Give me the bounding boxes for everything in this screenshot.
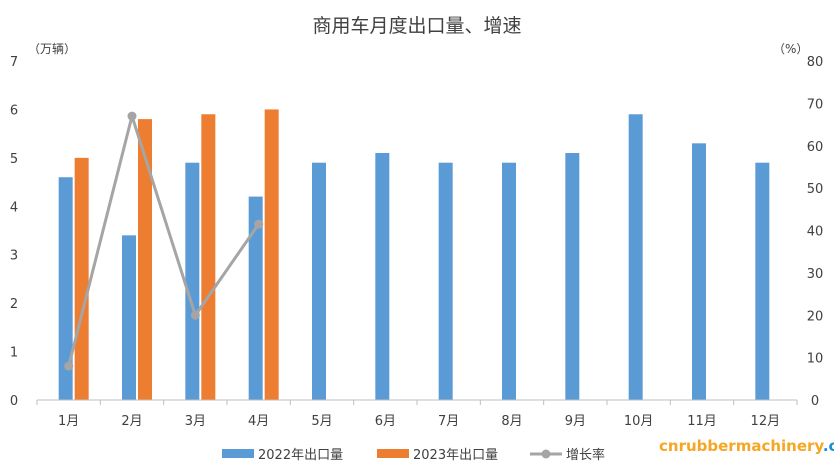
- growth-rate-line: [67, 114, 260, 367]
- x-axis-tick-label: 2月: [121, 414, 142, 429]
- right-axis-tick-label: 0: [811, 394, 819, 409]
- bar-2022: [502, 162, 516, 400]
- x-axis-tick-label: 10月: [624, 414, 654, 429]
- bar-2022: [755, 162, 770, 400]
- right-axis-tick-label: 50: [807, 182, 824, 197]
- bar-2022: [312, 162, 326, 400]
- bar-2022: [185, 162, 200, 400]
- legend-swatch: [377, 449, 409, 458]
- bar-2023: [264, 109, 279, 400]
- legend: 2022年出口量 2023年出口量 增长率: [222, 447, 605, 463]
- right-axis-tick-label: 60: [807, 140, 824, 155]
- right-axis-ticks: 0 10 20 30 40 50 60 70 80: [807, 55, 824, 409]
- growth-rate-point: [64, 361, 74, 371]
- x-axis-tick-label: 1月: [58, 414, 79, 429]
- left-axis-tick-label: 7: [10, 55, 18, 70]
- left-axis-tick-label: 0: [10, 394, 18, 409]
- x-axis-tick-label: 3月: [185, 414, 206, 429]
- right-axis-tick-label: 30: [807, 267, 824, 282]
- bar-2022: [692, 143, 706, 401]
- bars-group: [58, 109, 770, 401]
- legend-label: 2023年出口量: [413, 448, 498, 463]
- bar-2022: [628, 114, 643, 401]
- bar-2023: [74, 157, 89, 400]
- bar-2023: [138, 119, 152, 400]
- x-axis-tick-label: 5月: [311, 414, 332, 429]
- right-axis-unit: （%）: [773, 42, 808, 56]
- bar-2022: [565, 153, 580, 400]
- x-axis-tick-label: 11月: [687, 414, 717, 429]
- bar-2022: [122, 235, 136, 400]
- growth-rate-point: [127, 111, 137, 121]
- watermark-part2: .com: [823, 437, 834, 455]
- legend-marker: [541, 449, 551, 459]
- legend-swatch: [222, 449, 254, 458]
- right-axis-tick-label: 20: [807, 309, 824, 324]
- left-axis-unit: （万辆）: [28, 42, 76, 56]
- bar-2022: [375, 153, 390, 400]
- bar-2022: [438, 162, 453, 400]
- x-axis-tick-label: 12月: [751, 414, 781, 429]
- left-axis-tick-label: 4: [10, 200, 18, 215]
- x-axis-tick-label: 8月: [501, 414, 522, 429]
- right-axis-tick-label: 80: [807, 55, 824, 70]
- growth-rate-point: [254, 219, 264, 229]
- x-axis-ticks: 1月 2月 3月 4月 5月 6月 7月 8月 9月 10月 11月 12月: [36, 400, 798, 429]
- right-axis-tick-label: 40: [807, 225, 824, 240]
- left-axis-tick-label: 3: [10, 249, 18, 264]
- x-axis-tick-label: 4月: [248, 414, 269, 429]
- legend-label: 增长率: [566, 447, 605, 463]
- right-axis-tick-label: 10: [807, 352, 824, 367]
- left-axis-ticks: 0 1 2 3 4 5 6 7: [10, 55, 18, 409]
- left-axis-tick-label: 5: [10, 152, 18, 167]
- bar-2022: [58, 177, 73, 400]
- left-axis-tick-label: 1: [10, 346, 18, 361]
- chart-title: 商用车月度出口量、增速: [312, 15, 521, 37]
- growth-rate-point: [190, 310, 200, 320]
- left-axis-tick-label: 2: [10, 297, 18, 312]
- right-axis-tick-label: 70: [807, 97, 824, 112]
- bar-2022: [248, 196, 263, 400]
- left-axis-tick-label: 6: [10, 103, 18, 118]
- bar-2023: [201, 114, 216, 401]
- x-axis-tick-label: 9月: [565, 414, 586, 429]
- growth-line-group: [64, 111, 264, 371]
- x-axis-tick-label: 6月: [375, 414, 396, 429]
- watermark: cnrubbermachinery.com: [659, 437, 834, 455]
- x-axis-tick-label: 7月: [438, 414, 459, 429]
- legend-label: 2022年出口量: [258, 448, 343, 463]
- watermark-part1: cnrubbermachinery: [659, 437, 824, 455]
